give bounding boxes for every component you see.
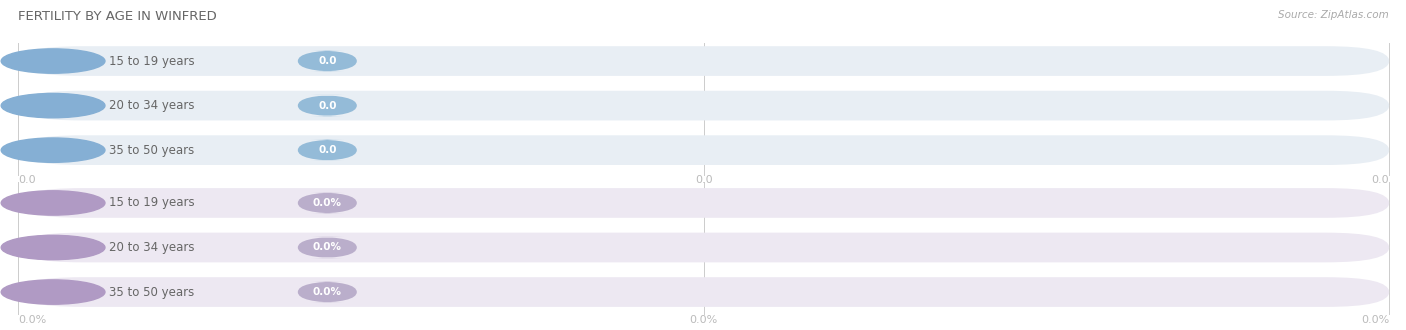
Text: FERTILITY BY AGE IN WINFRED: FERTILITY BY AGE IN WINFRED <box>18 10 217 23</box>
Text: 0.0%: 0.0% <box>18 315 46 325</box>
FancyBboxPatch shape <box>298 140 357 161</box>
Text: 15 to 19 years: 15 to 19 years <box>110 196 195 210</box>
FancyBboxPatch shape <box>18 135 1389 165</box>
FancyBboxPatch shape <box>18 277 1389 307</box>
Circle shape <box>1 280 105 304</box>
Text: 15 to 19 years: 15 to 19 years <box>110 54 195 68</box>
Circle shape <box>1 93 105 118</box>
Text: 0.0: 0.0 <box>18 175 37 185</box>
Text: 0.0: 0.0 <box>318 101 336 111</box>
FancyBboxPatch shape <box>18 233 1389 262</box>
FancyBboxPatch shape <box>298 192 357 214</box>
FancyBboxPatch shape <box>18 91 1389 120</box>
Text: 35 to 50 years: 35 to 50 years <box>110 285 194 299</box>
Text: 20 to 34 years: 20 to 34 years <box>110 241 195 254</box>
Text: 0.0: 0.0 <box>318 145 336 155</box>
Circle shape <box>1 191 105 215</box>
Text: 35 to 50 years: 35 to 50 years <box>110 144 194 157</box>
Text: 0.0%: 0.0% <box>1361 315 1389 325</box>
Text: 0.0: 0.0 <box>318 56 336 66</box>
FancyBboxPatch shape <box>298 95 357 116</box>
FancyBboxPatch shape <box>18 188 1389 218</box>
Text: Source: ZipAtlas.com: Source: ZipAtlas.com <box>1278 10 1389 20</box>
Circle shape <box>1 235 105 260</box>
Text: 20 to 34 years: 20 to 34 years <box>110 99 195 112</box>
Text: 0.0%: 0.0% <box>312 243 342 252</box>
Text: 0.0: 0.0 <box>1371 175 1389 185</box>
Text: 0.0%: 0.0% <box>312 287 342 297</box>
Circle shape <box>1 49 105 73</box>
Text: 0.0%: 0.0% <box>312 198 342 208</box>
FancyBboxPatch shape <box>298 237 357 258</box>
Text: 0.0%: 0.0% <box>689 315 718 325</box>
FancyBboxPatch shape <box>298 50 357 72</box>
FancyBboxPatch shape <box>18 46 1389 76</box>
FancyBboxPatch shape <box>298 281 357 303</box>
Circle shape <box>1 138 105 162</box>
Text: 0.0: 0.0 <box>695 175 713 185</box>
